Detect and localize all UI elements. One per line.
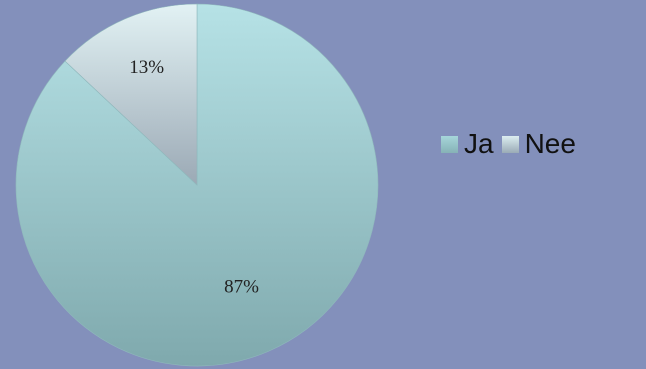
pie-slice-nee	[64, 3, 198, 186]
data-label-nee: 13%	[129, 57, 164, 78]
legend: Ja Nee	[441, 128, 584, 160]
legend-item-ja: Ja	[441, 128, 494, 160]
legend-swatch-nee	[501, 135, 519, 153]
legend-swatch-ja	[441, 135, 458, 153]
legend-label-nee: Nee	[524, 128, 576, 159]
legend-item-nee: Nee	[501, 128, 576, 160]
data-label-ja: 87%	[224, 276, 259, 297]
legend-label-ja: Ja	[464, 128, 494, 159]
